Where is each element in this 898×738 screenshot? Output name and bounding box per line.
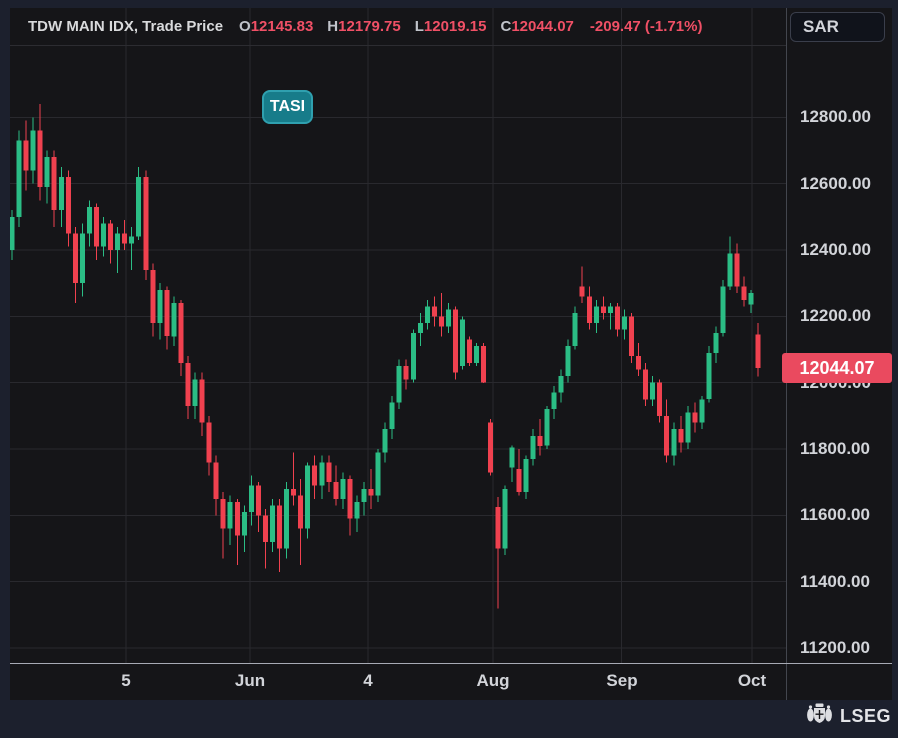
ohlc-low: L12019.15 xyxy=(414,18,487,35)
x-axis-label: Oct xyxy=(737,671,767,690)
time-axis-line xyxy=(10,663,892,664)
price-chart-canvas[interactable] xyxy=(10,8,786,663)
ohlc-readout: O12145.83 H12179.75 L12019.15 C12044.07 xyxy=(239,18,574,35)
y-axis-label: 12600.00 xyxy=(800,174,871,193)
last-price-value: 12044.07 xyxy=(799,357,875,378)
y-axis-label: 12200.00 xyxy=(800,306,871,325)
y-axis-label: 11400.00 xyxy=(800,572,870,591)
net-change: -209.47 (-1.71%) xyxy=(589,18,703,35)
ohlc-open: O12145.83 xyxy=(239,18,314,35)
lseg-crest-icon xyxy=(806,702,833,731)
chart-window: TDW MAIN IDX, Trade Price O12145.83 H121… xyxy=(10,8,892,700)
y-axis-label: 11600.00 xyxy=(800,505,870,524)
currency-chip[interactable]: SAR xyxy=(790,12,885,42)
last-price-label: 12044.07 xyxy=(782,353,892,383)
price-axis[interactable]: 12800.0012600.0012400.0012200.0012000.00… xyxy=(787,8,892,663)
lseg-logo-text: LSEG xyxy=(839,706,891,726)
ohlc-high: H12179.75 xyxy=(327,18,401,35)
y-axis-label: 12400.00 xyxy=(800,240,871,259)
y-axis-label: 11200.00 xyxy=(800,638,870,657)
x-axis-label: 5 xyxy=(121,671,131,690)
x-axis-label: Sep xyxy=(606,671,638,690)
y-axis-label: 11800.00 xyxy=(800,439,870,458)
instrument-title: TDW MAIN IDX, Trade Price xyxy=(28,18,224,35)
time-axis[interactable]: 5 Jun 4 Aug Sep Oct xyxy=(10,664,892,700)
symbol-badge-tasi[interactable]: TASI xyxy=(262,90,313,124)
lseg-watermark: LSEG xyxy=(806,702,891,731)
x-axis-label: Aug xyxy=(476,671,510,690)
instrument-header: TDW MAIN IDX, Trade Price O12145.83 H121… xyxy=(10,8,786,46)
y-axis-label: 12800.00 xyxy=(800,107,871,126)
symbol-badge-label: TASI xyxy=(269,98,306,115)
x-axis-label: 4 xyxy=(363,671,373,690)
ohlc-close: C12044.07 xyxy=(500,18,574,35)
x-axis-label: Jun xyxy=(234,671,266,690)
currency-chip-label: SAR xyxy=(803,17,839,36)
